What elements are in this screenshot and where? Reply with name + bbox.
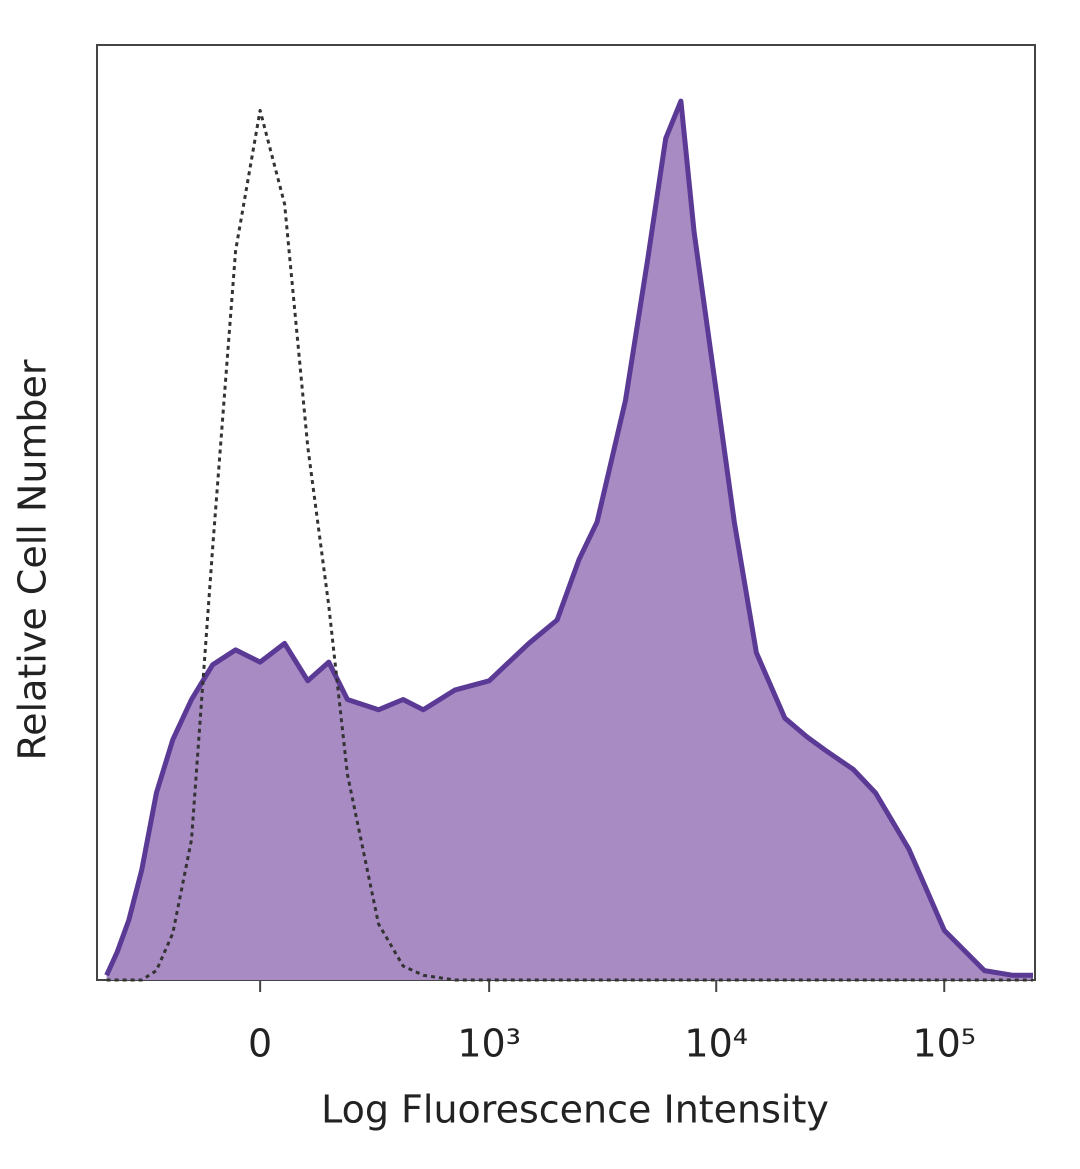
x-tick-label: 0 [248,1022,272,1066]
x-axis-title: Log Fluorescence Intensity [321,1088,829,1132]
x-tick-label: 10⁴ [684,1022,748,1066]
histogram-line [104,98,1033,978]
histogram-area [106,101,1034,981]
x-tick-label: 10⁵ [912,1022,976,1066]
x-tick-label: 10³ [457,1022,521,1066]
control-histogram-line [106,108,1033,982]
y-axis-title: Relative Cell Number [11,359,55,760]
